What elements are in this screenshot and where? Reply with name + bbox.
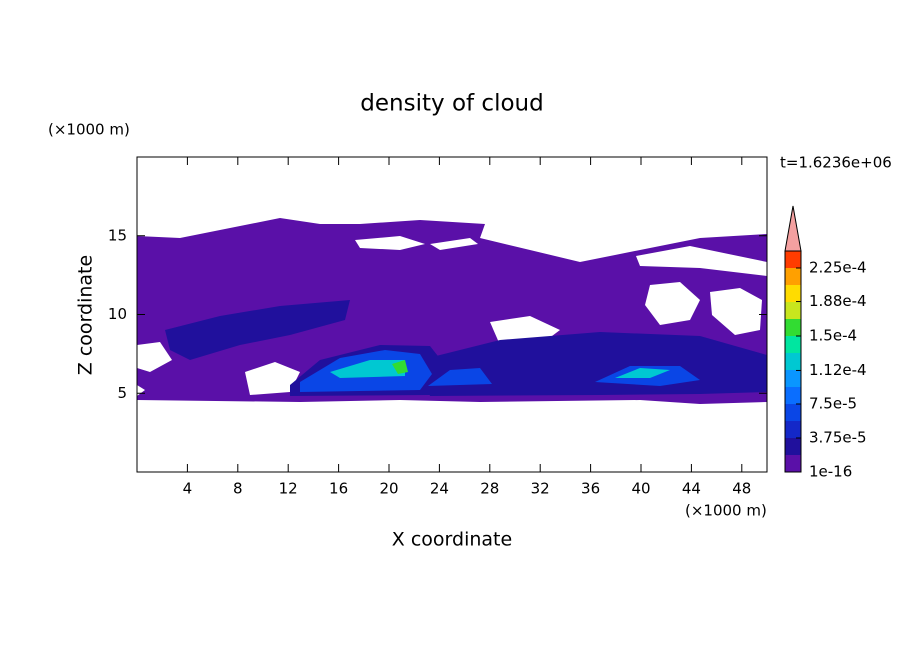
colorbar-bin: [785, 421, 801, 438]
x-unit: (×1000 m): [685, 502, 767, 520]
chart-title: density of cloud: [360, 91, 543, 117]
colorbar-bin: [785, 285, 801, 302]
contour-region: [330, 360, 405, 378]
y-tick-label: 15: [108, 226, 127, 244]
colorbar-tick-label: 2.25e-4: [809, 259, 867, 277]
hole: [645, 282, 700, 325]
colorbar-bin: [785, 404, 801, 421]
colorbar-bin: [785, 438, 801, 455]
x-tick-label: 16: [329, 480, 348, 498]
x-tick-label: 24: [430, 480, 449, 498]
x-tick-label: 32: [531, 480, 550, 498]
hole: [355, 236, 425, 250]
x-tick-label: 8: [233, 480, 243, 498]
contour-region: [615, 368, 670, 378]
colorbar-tick-label: 3.75e-5: [809, 429, 867, 447]
colorbar-tick-label: 1.88e-4: [809, 292, 867, 310]
x-tick-label: 44: [682, 480, 701, 498]
hole: [636, 246, 767, 276]
annotation: t=1.6236e+06: [780, 154, 892, 172]
hole: [710, 288, 762, 335]
x-tick-label: 40: [631, 480, 650, 498]
contour-field: [137, 218, 767, 404]
colorbar-tick-label: 1e-16: [809, 463, 852, 481]
colorbar-bin: [785, 251, 801, 268]
x-tick-label: 4: [183, 480, 193, 498]
x-tick-label: 20: [379, 480, 398, 498]
colorbar-bin: [785, 370, 801, 387]
colorbar-tick-label: 7.5e-5: [809, 395, 857, 413]
colorbar-frame: [784, 250, 802, 473]
x-tick-label: 36: [581, 480, 600, 498]
y-tick-label: 10: [108, 305, 127, 323]
colorbar-tick-label: 1.5e-4: [809, 327, 857, 345]
colorbar-bin: [785, 302, 801, 319]
x-tick-label: 48: [732, 480, 751, 498]
contour-region: [428, 368, 492, 386]
colorbar-bin: [785, 353, 801, 370]
colorbar-bin: [785, 336, 801, 353]
x-tick-label: 28: [480, 480, 499, 498]
colorbar-bin: [785, 455, 801, 472]
y-unit: (×1000 m): [48, 121, 130, 139]
colorbar-extend: [784, 205, 802, 252]
hole: [430, 238, 478, 250]
hole: [137, 342, 172, 372]
y-tick-label: 5: [117, 384, 127, 402]
x-tick-label: 12: [279, 480, 298, 498]
x-axis-label: X coordinate: [392, 529, 512, 551]
colorbar-bin: [785, 319, 801, 336]
contour-region: [165, 300, 350, 360]
colorbar-tick-label: 1.12e-4: [809, 361, 867, 379]
colorbar-bin: [785, 387, 801, 404]
colorbar-bin: [785, 268, 801, 285]
hole: [245, 362, 300, 395]
contour-region: [392, 360, 408, 374]
y-axis-label: Z coordinate: [75, 255, 97, 375]
